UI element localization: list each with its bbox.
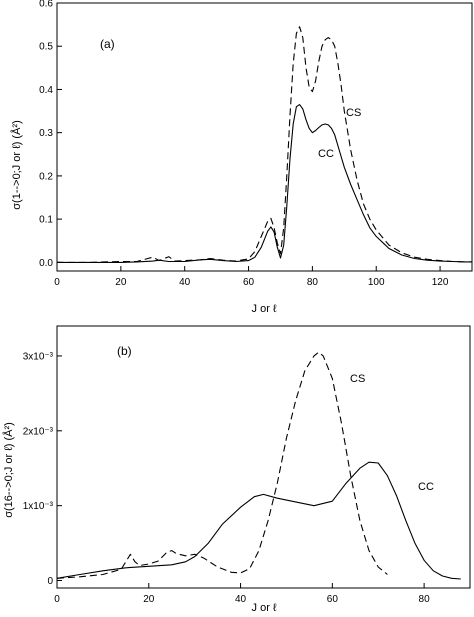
y-tick-label: 0.3	[39, 128, 53, 139]
y-tick-label: 0	[47, 576, 53, 587]
x-tick-label: 80	[419, 594, 431, 605]
x-tick-label: 20	[143, 594, 155, 605]
series-line-cc	[56, 461, 461, 580]
x-tick-label: 0	[54, 594, 60, 605]
x-tick-label: 40	[235, 594, 247, 605]
series-line-cs	[56, 351, 388, 579]
chart-panel-b: 0 20 40 60 80 0 1x10⁻³ 2x10⁻³ 3x10⁻³ (b) CS CC J…	[2, 325, 471, 614]
series-label-b-cs: CS	[350, 373, 365, 385]
x-axis-label-a: J or ℓ	[252, 303, 277, 315]
tick-group-a: 0 20 40 60 80 100 120 0.0 0.1 0.2 0.3 0.4 0.5 0.6	[39, 0, 449, 288]
x-tick-label: 20	[115, 277, 127, 288]
panel-label-a: (a)	[100, 37, 115, 51]
y-tick-label: 0.0	[39, 258, 53, 269]
curve-group-a	[57, 26, 472, 263]
x-tick-label: 40	[179, 277, 191, 288]
x-tick-label: 80	[307, 277, 319, 288]
y-axis-label-b: σ(16-->0;J or ℓ) (Å²)	[2, 422, 15, 518]
series-label-a-cc: CC	[318, 148, 334, 160]
y-tick-label: 0.1	[39, 215, 53, 226]
y-tick-label: 0.5	[39, 42, 53, 53]
y-tick-label: 0.6	[39, 0, 53, 10]
y-tick-label: 0.2	[39, 171, 53, 182]
plot-frame-a	[56, 2, 473, 272]
y-tick-label: 3x10⁻³	[23, 351, 54, 362]
y-tick-label: 1x10⁻³	[23, 501, 54, 512]
panel-label-b: (b)	[117, 344, 132, 358]
y-tick-label: 0.4	[39, 85, 53, 96]
chart-panel-a: 0 20 40 60 80 100 120 0.0 0.1 0.2 0.3 0.4 0.5 0.6 (a)…	[10, 0, 473, 315]
series-label-a-cs: CS	[346, 107, 361, 119]
x-tick-label: 120	[432, 277, 449, 288]
x-axis-label-b: J or ℓ	[252, 602, 277, 614]
series-label-b-cc: CC	[418, 481, 434, 493]
x-tick-label: 0	[54, 277, 60, 288]
y-axis-label-a: σ(1-->0;J or ℓ) (Å²)	[10, 120, 23, 210]
y-tick-label: 2x10⁻³	[23, 426, 54, 437]
plot-frame-b	[56, 325, 471, 589]
x-tick-label: 60	[243, 277, 255, 288]
x-tick-label: 100	[368, 277, 385, 288]
x-tick-label: 60	[327, 594, 339, 605]
series-line-cs	[57, 26, 472, 263]
series-line-cc	[57, 104, 472, 263]
tick-group-b: 0 20 40 60 80 0 1x10⁻³ 2x10⁻³ 3x10⁻³	[23, 351, 430, 605]
curve-group-b	[56, 351, 461, 580]
